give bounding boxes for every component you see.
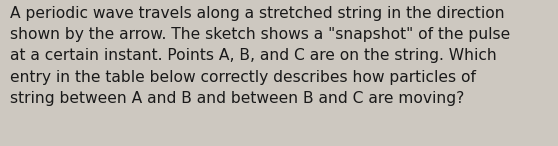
Text: A periodic wave travels along a stretched string in the direction
shown by the a: A periodic wave travels along a stretche… [10,6,511,106]
